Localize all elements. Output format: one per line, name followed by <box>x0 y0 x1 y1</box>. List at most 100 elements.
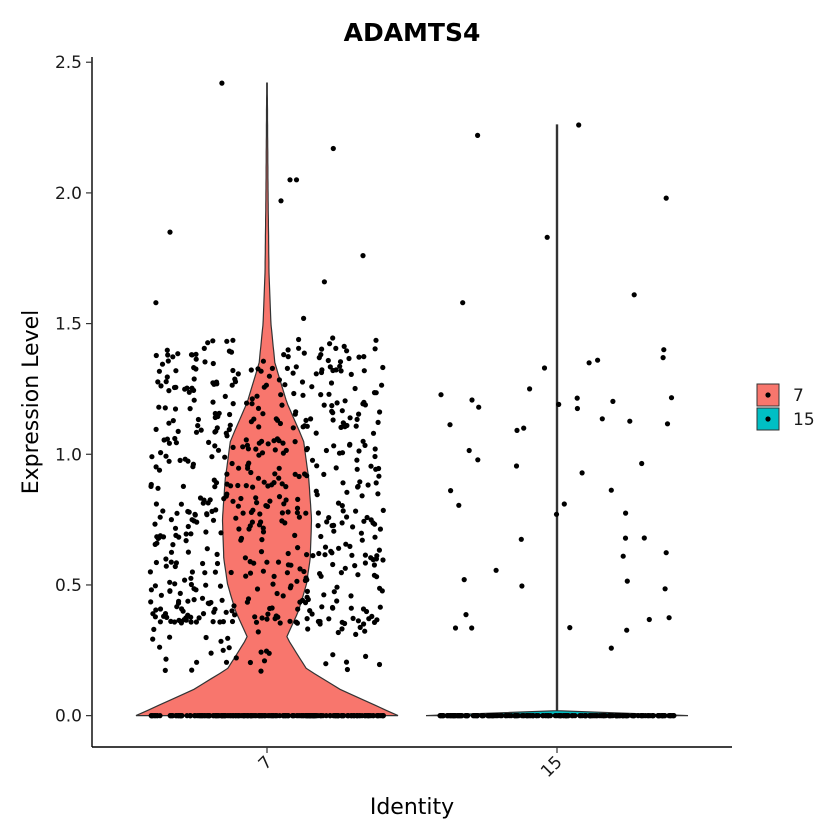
point-7 <box>186 389 192 395</box>
point-7 <box>225 635 231 641</box>
point-7 <box>353 508 359 514</box>
point-7 <box>215 447 222 453</box>
point-7 <box>168 517 174 523</box>
point-7 <box>236 526 242 532</box>
point-7 <box>244 442 250 448</box>
point-7-high <box>293 177 300 183</box>
point-7 <box>365 482 371 488</box>
point-7 <box>265 441 271 447</box>
point-7 <box>188 581 194 588</box>
point-15-zero <box>647 713 653 719</box>
point-7 <box>276 377 282 383</box>
point-7 <box>339 520 345 526</box>
point-7-zero <box>177 713 183 719</box>
point-7 <box>346 355 352 362</box>
legend: 715 <box>756 383 815 431</box>
point-7 <box>156 368 162 374</box>
point-7-zero <box>200 713 206 719</box>
point-7 <box>348 605 354 611</box>
point-7 <box>188 575 194 581</box>
point-7-high <box>287 177 293 183</box>
point-7 <box>235 371 241 377</box>
point-7 <box>248 509 254 515</box>
point-15 <box>475 457 481 463</box>
point-7 <box>191 376 197 382</box>
point-7 <box>329 408 335 414</box>
point-7 <box>231 603 237 609</box>
point-7 <box>164 436 170 442</box>
point-7 <box>363 653 369 660</box>
point-7 <box>347 415 353 421</box>
point-15 <box>553 511 560 517</box>
point-7 <box>153 501 159 507</box>
point-7 <box>270 581 276 587</box>
point-7 <box>157 514 163 520</box>
point-15-high <box>521 425 527 431</box>
point-15-zero <box>530 713 536 719</box>
point-7 <box>258 668 264 674</box>
point-15 <box>574 395 580 401</box>
point-7 <box>148 599 154 605</box>
point-7 <box>257 511 263 517</box>
point-7 <box>375 419 381 425</box>
point-7 <box>340 420 346 426</box>
point-7 <box>204 546 210 552</box>
point-7 <box>233 655 239 661</box>
point-7-zero <box>169 713 175 719</box>
point-7 <box>369 613 375 620</box>
point-7 <box>210 517 217 523</box>
point-7 <box>318 369 325 376</box>
point-7 <box>315 510 321 516</box>
point-15 <box>452 625 459 631</box>
point-7 <box>220 619 226 625</box>
point-7 <box>361 354 367 360</box>
point-7 <box>283 447 289 453</box>
point-7 <box>356 354 362 360</box>
point-7 <box>362 628 368 634</box>
point-7 <box>338 570 344 576</box>
point-15 <box>627 418 633 424</box>
point-7 <box>355 572 361 578</box>
point-15 <box>579 470 585 476</box>
point-7 <box>292 532 298 539</box>
point-15-zero <box>547 713 554 719</box>
point-7 <box>264 616 270 622</box>
point-15 <box>668 395 675 401</box>
point-7 <box>259 537 265 543</box>
point-7 <box>281 352 287 358</box>
point-7-high <box>153 300 159 306</box>
point-7 <box>156 404 162 410</box>
point-7 <box>377 409 383 415</box>
point-7 <box>258 549 265 555</box>
point-7 <box>236 465 242 471</box>
legend-label-15: 15 <box>793 410 815 430</box>
point-15-zero <box>553 713 560 719</box>
point-7 <box>376 661 383 668</box>
point-7 <box>183 538 189 544</box>
point-7 <box>240 510 246 516</box>
point-7 <box>210 338 216 344</box>
point-7 <box>310 553 316 559</box>
point-7-zero <box>274 713 280 719</box>
point-7 <box>185 523 191 530</box>
point-7 <box>193 429 200 435</box>
point-7 <box>243 483 249 489</box>
point-7 <box>318 352 324 358</box>
point-7 <box>271 480 277 486</box>
point-7 <box>354 457 360 463</box>
point-7 <box>282 382 288 388</box>
point-7 <box>334 400 340 406</box>
point-7 <box>183 615 189 621</box>
y-tick-label: 0.0 <box>55 707 82 727</box>
point-7 <box>224 433 230 439</box>
point-15 <box>519 583 525 589</box>
point-7 <box>193 366 199 372</box>
point-7 <box>380 364 386 371</box>
point-7 <box>303 417 309 423</box>
point-7 <box>214 560 221 567</box>
point-15 <box>663 550 669 556</box>
point-15-high <box>660 355 666 361</box>
point-7 <box>184 385 190 391</box>
point-7 <box>295 606 301 612</box>
point-7-zero <box>315 713 321 719</box>
